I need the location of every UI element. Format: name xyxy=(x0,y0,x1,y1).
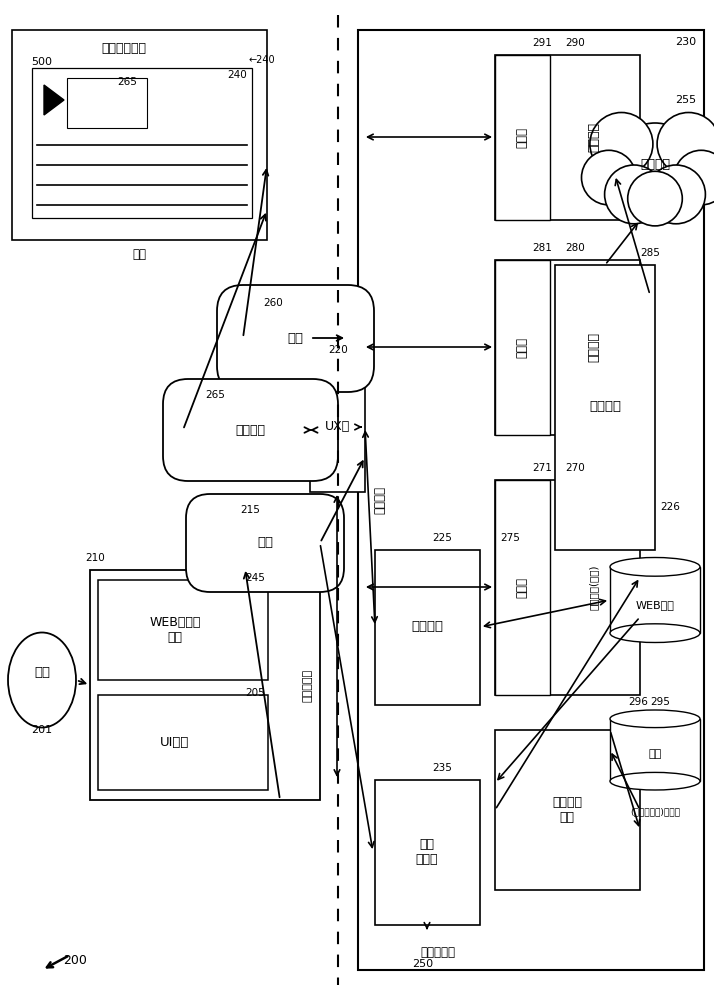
Bar xyxy=(310,362,365,492)
Bar xyxy=(495,55,550,220)
Text: 500: 500 xyxy=(31,57,53,67)
Text: 合集组件(推荐): 合集组件(推荐) xyxy=(589,564,599,610)
Text: 200: 200 xyxy=(63,954,87,966)
Text: 210: 210 xyxy=(85,553,105,563)
Circle shape xyxy=(628,171,683,226)
Circle shape xyxy=(605,165,663,224)
Text: 295: 295 xyxy=(650,697,670,707)
Text: ←240: ←240 xyxy=(248,55,276,65)
Bar xyxy=(495,480,550,695)
Ellipse shape xyxy=(8,633,76,728)
Circle shape xyxy=(674,150,714,205)
Text: 共享组件: 共享组件 xyxy=(589,400,621,414)
Text: 275: 275 xyxy=(500,533,520,543)
Text: 290: 290 xyxy=(565,38,585,48)
Bar xyxy=(555,265,655,550)
Text: 搜索结果: 搜索结果 xyxy=(235,424,265,436)
Text: 合集: 合集 xyxy=(287,332,303,344)
Text: 235: 235 xyxy=(432,763,452,773)
Bar xyxy=(610,719,700,781)
Text: 代理机制: 代理机制 xyxy=(373,486,386,514)
Text: 用户历史
组件: 用户历史 组件 xyxy=(552,796,582,824)
Bar xyxy=(495,480,640,695)
Text: 250: 250 xyxy=(413,959,433,969)
Text: UI显示: UI显示 xyxy=(161,736,190,748)
Circle shape xyxy=(590,112,653,176)
Text: 日志: 日志 xyxy=(648,749,662,759)
Bar xyxy=(90,570,320,800)
Circle shape xyxy=(613,123,697,207)
Text: 社交网络: 社交网络 xyxy=(640,158,670,172)
Text: 用户: 用户 xyxy=(34,666,50,678)
Bar xyxy=(495,260,550,435)
Text: 215: 215 xyxy=(240,505,260,515)
Text: 表示: 表示 xyxy=(132,248,146,261)
Text: 客户端设备: 客户端设备 xyxy=(303,668,313,702)
Text: 画像组件: 画像组件 xyxy=(588,122,600,152)
Text: 205: 205 xyxy=(245,688,265,698)
Bar xyxy=(12,30,267,240)
Text: 240: 240 xyxy=(227,70,247,80)
Circle shape xyxy=(581,150,636,205)
Text: 265: 265 xyxy=(117,77,137,87)
Bar xyxy=(495,730,640,890)
Ellipse shape xyxy=(610,558,700,576)
FancyBboxPatch shape xyxy=(163,379,338,481)
Bar xyxy=(358,30,704,970)
Text: 触发器: 触发器 xyxy=(516,126,528,147)
Text: 280: 280 xyxy=(565,243,585,253)
Text: (一个或多个)数据库: (一个或多个)数据库 xyxy=(630,808,680,816)
Text: 后端服务器: 后端服务器 xyxy=(421,946,456,958)
Bar xyxy=(67,78,147,128)
FancyBboxPatch shape xyxy=(217,285,374,392)
Text: 265: 265 xyxy=(205,390,225,400)
Text: 旅行组件: 旅行组件 xyxy=(588,332,600,362)
Text: 搜索引擎: 搜索引擎 xyxy=(411,620,443,634)
Text: 226: 226 xyxy=(660,502,680,512)
Text: 255: 255 xyxy=(675,95,697,105)
Text: 查询
分类器: 查询 分类器 xyxy=(416,838,438,866)
Text: 查询: 查询 xyxy=(257,536,273,550)
Text: WEB浏览器
应用: WEB浏览器 应用 xyxy=(149,616,201,644)
Text: 201: 201 xyxy=(31,725,53,735)
Polygon shape xyxy=(44,85,64,115)
Text: 220: 220 xyxy=(328,345,348,355)
Text: 225: 225 xyxy=(432,533,452,543)
Text: 230: 230 xyxy=(675,37,697,47)
Text: 触发器: 触发器 xyxy=(516,576,528,597)
Circle shape xyxy=(647,165,705,224)
Ellipse shape xyxy=(610,624,700,643)
Text: 搜索结果页面: 搜索结果页面 xyxy=(101,41,146,54)
Text: 296: 296 xyxy=(628,697,648,707)
FancyBboxPatch shape xyxy=(186,494,344,592)
Text: 触发器: 触发器 xyxy=(516,336,528,358)
Bar xyxy=(32,68,252,218)
Bar xyxy=(375,550,480,705)
Bar xyxy=(98,580,268,680)
Bar xyxy=(495,55,640,220)
Bar xyxy=(495,260,640,435)
Text: UX层: UX层 xyxy=(324,420,350,434)
Text: 271: 271 xyxy=(532,463,552,473)
Text: 245: 245 xyxy=(245,573,265,583)
Text: 285: 285 xyxy=(640,248,660,258)
Ellipse shape xyxy=(610,710,700,728)
Text: 270: 270 xyxy=(565,463,585,473)
Circle shape xyxy=(657,112,714,176)
Bar xyxy=(610,567,700,633)
Text: 281: 281 xyxy=(532,243,552,253)
Bar xyxy=(375,780,480,925)
Bar xyxy=(98,695,268,790)
Text: 291: 291 xyxy=(532,38,552,48)
Text: 260: 260 xyxy=(263,298,283,308)
Text: WEB索引: WEB索引 xyxy=(635,600,675,610)
Ellipse shape xyxy=(610,772,700,790)
